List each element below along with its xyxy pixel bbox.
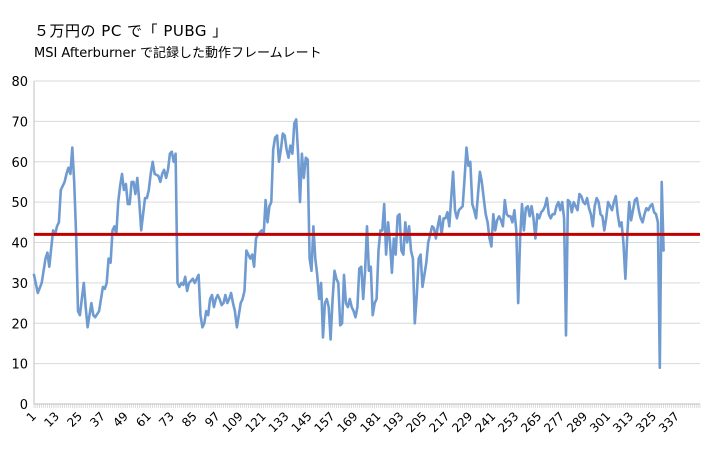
- x-axis: 1 13 25 37 49 61 73 85 9710912113314515716918119…: [24, 404, 701, 435]
- x-tick-label: 217: [426, 409, 452, 435]
- plot-area: [32, 118, 700, 370]
- x-tick-label: 169: [335, 409, 361, 435]
- x-tick-label: 133: [266, 409, 292, 435]
- y-tick-label: 60: [11, 156, 28, 171]
- y-tick-label: 10: [11, 358, 28, 373]
- chart-title: ５万円の PC で「 PUBG 」: [34, 22, 228, 40]
- y-axis: 0 10 20 30 40 50 60 70 80: [11, 75, 35, 413]
- y-tick-label: 40: [11, 237, 28, 252]
- x-tick-label: 229: [449, 409, 475, 435]
- x-tick-label: 1: [24, 409, 39, 424]
- x-tick-label: 61: [133, 409, 154, 430]
- x-tick-label: 301: [587, 409, 613, 435]
- series-line: [32, 118, 665, 370]
- x-tick-label: 109: [220, 409, 246, 435]
- x-tick-label: 241: [472, 409, 498, 435]
- x-tick-label: 289: [564, 409, 590, 435]
- x-tick-label: 157: [312, 409, 338, 435]
- x-tick-label: 25: [64, 409, 85, 430]
- y-tick-label: 20: [11, 317, 28, 332]
- x-tick-label: 265: [518, 409, 544, 435]
- x-tick-label: 85: [179, 409, 200, 430]
- x-tick-label: 37: [87, 409, 108, 430]
- x-tick-label: 145: [289, 409, 315, 435]
- y-tick-label: 80: [11, 75, 28, 90]
- y-tick-label: 0: [20, 398, 28, 413]
- y-tick-label: 30: [11, 277, 28, 292]
- x-tick-label: 205: [403, 409, 429, 435]
- x-tick-label: 193: [380, 409, 406, 435]
- x-tick-label: 337: [656, 409, 682, 435]
- x-tick-label: 325: [633, 409, 659, 435]
- y-tick-label: 70: [11, 115, 28, 130]
- x-tick-label: 121: [243, 409, 269, 435]
- y-tick-label: 50: [11, 196, 28, 211]
- x-tick-label: 277: [541, 409, 567, 435]
- x-tick-label: 49: [110, 409, 131, 430]
- x-tick-label: 313: [610, 409, 636, 435]
- x-tick-label: 181: [357, 409, 383, 435]
- x-tick-label: 73: [156, 409, 177, 430]
- x-tick-label: 13: [41, 409, 62, 430]
- chart-subtitle: MSI Afterburner で記録した動作フレームレート: [34, 46, 322, 61]
- x-tick-label: 253: [495, 409, 521, 435]
